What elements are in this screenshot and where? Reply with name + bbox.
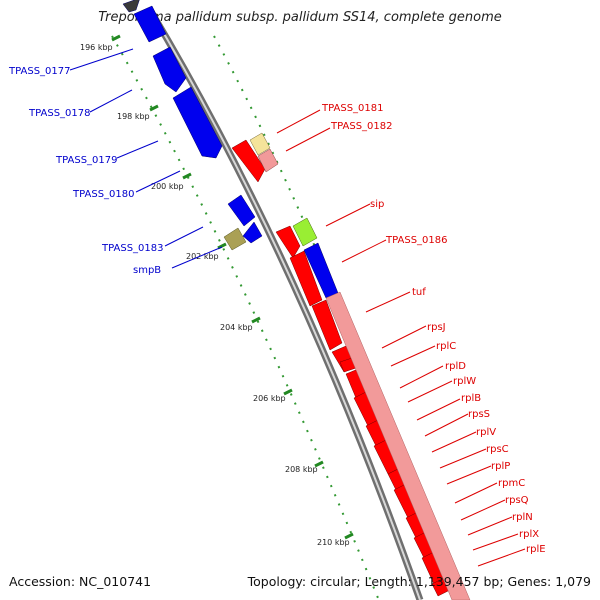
forward-strand-genes [231, 132, 471, 600]
gene-feature-partial [122, 0, 140, 13]
gene-label-rplx[interactable]: rplX [519, 529, 539, 540]
gene-label-rplv[interactable]: rplV [476, 427, 496, 438]
gene-label-sip[interactable]: sip [370, 199, 384, 210]
scale-tick-label: 208 kbp [285, 465, 318, 474]
scale-tick-label: 196 kbp [80, 43, 113, 52]
gene-feature-tpass-0179-0180 [172, 86, 223, 159]
gene-label-rpss[interactable]: rpsS [468, 409, 490, 420]
gene-feature-ribosomal-1 [311, 299, 343, 351]
genome-backbone-highlight [149, 9, 421, 600]
accession-text: Accession: NC_010741 [9, 574, 152, 589]
gene-label-tuf[interactable]: tuf [412, 287, 426, 298]
scale-tick-label: 210 kbp [317, 538, 350, 547]
gene-label-rplb[interactable]: rplB [461, 393, 481, 404]
gene-feature-tpass-0182-a [249, 132, 271, 156]
gene-feature-tpass-0178 [152, 46, 187, 93]
gene-label-rplc[interactable]: rplC [436, 341, 456, 352]
gene-label-rpmc[interactable]: rpmC [498, 478, 525, 489]
label-leader-lines [69, 48, 526, 567]
gene-feature-tpass-0183-b [242, 221, 263, 244]
reverse-strand-genes [122, 0, 263, 251]
genome-summary-text: Topology: circular; Length: 1,139,457 bp… [247, 574, 591, 589]
gene-label-rpld[interactable]: rplD [445, 361, 466, 372]
scale-tick-label: 206 kbp [253, 394, 286, 403]
gene-label-rple[interactable]: rplE [526, 544, 546, 555]
gene-feature-tpass-0186-a [275, 225, 301, 259]
gene-label-rplw[interactable]: rplW [453, 376, 476, 387]
gene-feature-tpass-0182-b [257, 148, 279, 173]
gene-feature-light-band [325, 291, 471, 600]
gene-feature-smpb [223, 227, 247, 251]
gene-label-tpass-0183[interactable]: TPASS_0183 [101, 243, 163, 254]
gene-feature-tpass-0183-a [227, 194, 256, 227]
gene-label-tpass-0180[interactable]: TPASS_0180 [72, 189, 134, 200]
gene-label-tpass-0177[interactable]: TPASS_0177 [8, 66, 70, 77]
gene-label-tpass-0182[interactable]: TPASS_0182 [330, 121, 392, 132]
scale-tick-label: 200 kbp [151, 182, 184, 191]
gene-feature-tpass-0177 [133, 5, 167, 43]
gene-feature-tuf [289, 250, 323, 307]
gene-label-tpass-0179[interactable]: TPASS_0179 [55, 155, 117, 166]
map-title: Treponema pallidum subsp. pallidum SS14,… [98, 10, 502, 25]
outer-guide-arc [213, 35, 449, 599]
scale-tick-label: 198 kbp [117, 112, 150, 121]
gene-feature-sip [292, 217, 318, 247]
gene-label-rpsq[interactable]: rpsQ [505, 495, 529, 506]
scale-tick-marks [111, 34, 354, 540]
gene-label-rpsc[interactable]: rpsC [486, 444, 509, 455]
gene-label-tpass-0181[interactable]: TPASS_0181 [321, 103, 383, 114]
gene-label-rpsj[interactable]: rpsJ [427, 322, 446, 333]
scale-tick-label: 204 kbp [220, 323, 253, 332]
gene-label-rplp[interactable]: rplP [491, 461, 510, 472]
scale-tick-label: 202 kbp [186, 252, 219, 261]
gene-label-rpln[interactable]: rplN [512, 512, 533, 523]
gene-label-tpass-0178[interactable]: TPASS_0178 [28, 108, 90, 119]
gene-label-tpass-0186[interactable]: TPASS_0186 [385, 235, 447, 246]
gene-label-smpb[interactable]: smpB [133, 265, 161, 276]
